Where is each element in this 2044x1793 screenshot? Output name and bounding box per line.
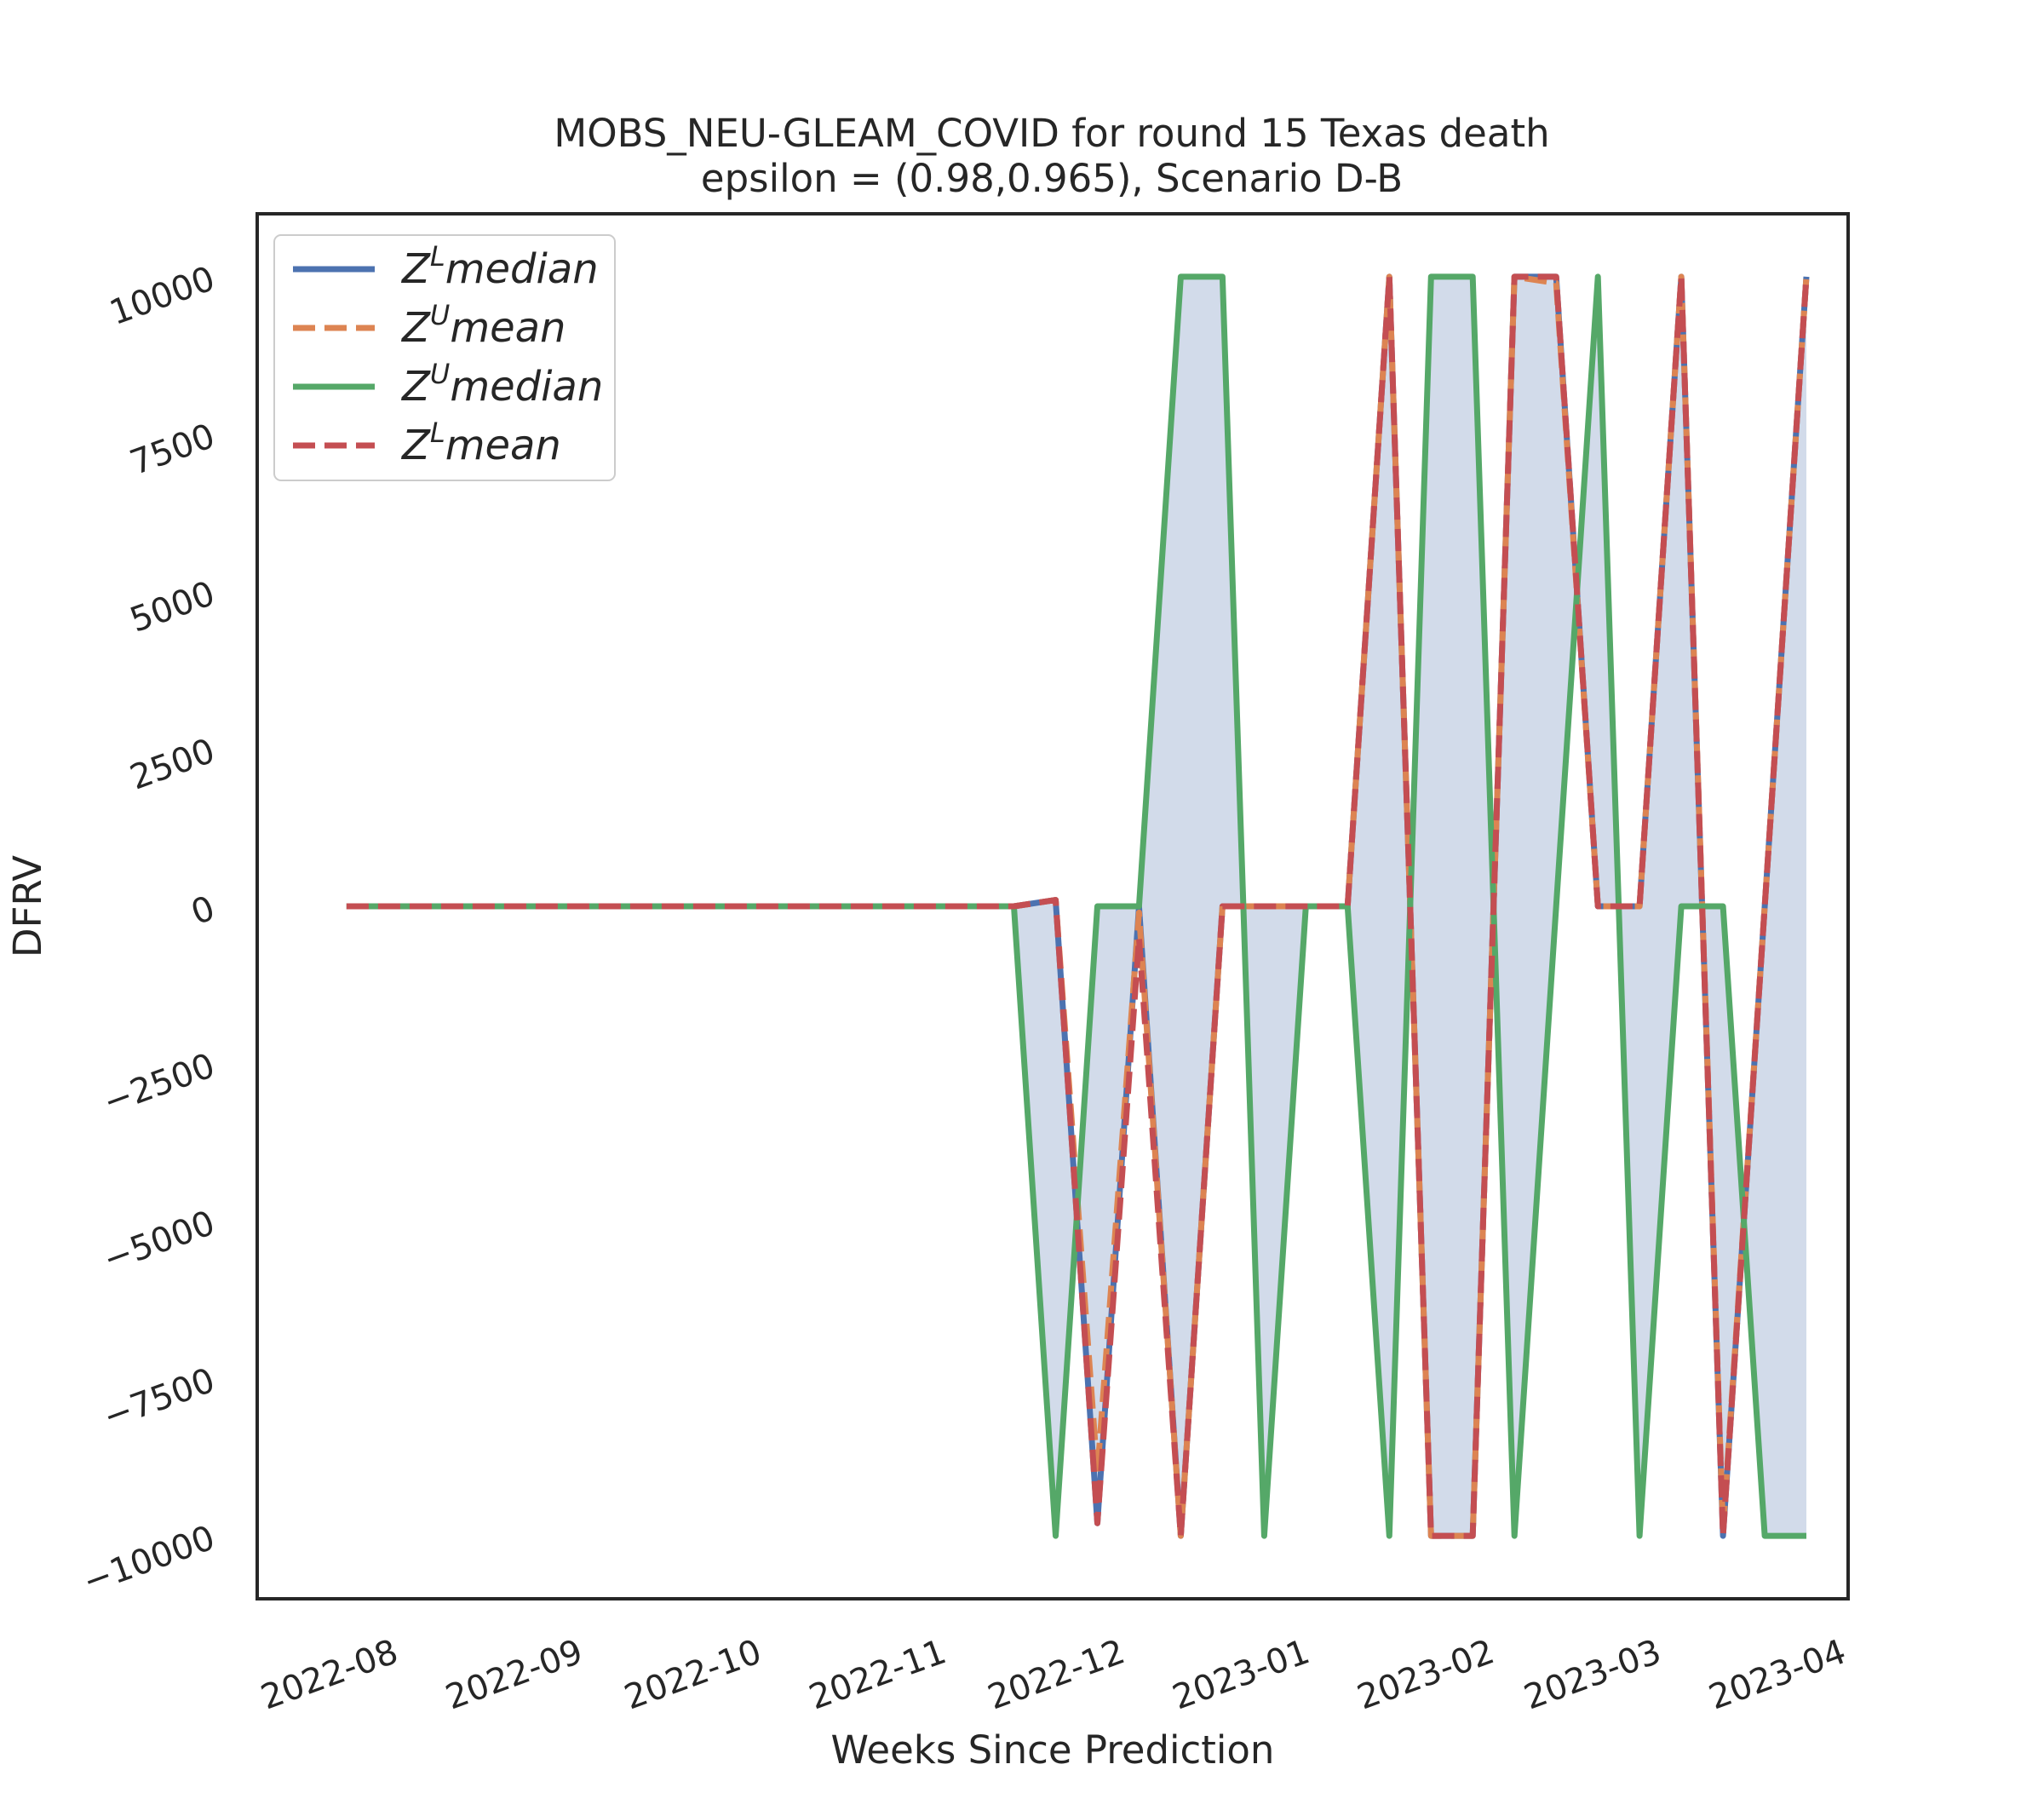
y-axis-ticks: −10000 −7500 −5000 −2500 0 2500 5000 7500 10000: [78, 259, 220, 1601]
y-axis-label: DFRV: [5, 855, 50, 957]
fill-between-band: [346, 276, 1806, 1537]
chart-title-line-2: epsilon = (0.98,0.965), Scenario D-B: [701, 156, 1403, 201]
y-tick-label: −7500: [98, 1361, 220, 1438]
x-tick-label: 2022-12: [983, 1632, 1130, 1717]
x-tick-label: 2023-02: [1352, 1632, 1500, 1717]
x-tick-label: 2022-08: [256, 1632, 404, 1717]
y-tick-label: 5000: [125, 574, 220, 641]
plot-area: [256, 212, 1850, 1600]
legend-label-3: ZUmedian: [400, 358, 603, 411]
y-tick-label: 7500: [125, 417, 220, 483]
x-tick-label: 2022-10: [619, 1632, 766, 1717]
legend-label-4: ZLmean: [400, 417, 561, 469]
legend-label-1: ZLmedian: [400, 240, 599, 293]
series-lines: [346, 273, 1810, 1539]
x-tick-label: 2022-11: [804, 1632, 951, 1717]
x-tick-label: 2022-09: [440, 1632, 588, 1717]
x-axis-label: Weeks Since Prediction: [831, 1727, 1275, 1773]
y-tick-label: −10000: [78, 1518, 220, 1601]
x-axis-ticks: 2022-08 2022-09 2022-10 2022-11 2022-12 2023-…: [256, 1632, 1852, 1717]
y-tick-label: 2500: [125, 732, 220, 798]
legend-label-2: ZUmean: [400, 299, 566, 352]
y-tick-label: −2500: [98, 1046, 220, 1123]
x-tick-label: 2023-01: [1168, 1632, 1315, 1717]
legend: ZLmedian ZUmean ZUmedian ZLmean: [273, 234, 616, 481]
x-tick-label: 2023-04: [1704, 1632, 1852, 1717]
y-tick-label: 10000: [105, 259, 220, 333]
plot-frame: [256, 212, 1850, 1600]
y-tick-label: −5000: [98, 1204, 220, 1280]
series-line-3: [346, 273, 1806, 1539]
x-tick-label: 2023-03: [1519, 1632, 1667, 1717]
legend-box: [273, 234, 616, 481]
series-line-4: [346, 273, 1810, 1539]
y-tick-label: 0: [187, 888, 221, 933]
chart-title-line-1: MOBS_NEU-GLEAM_COVID for round 15 Texas …: [554, 111, 1549, 156]
